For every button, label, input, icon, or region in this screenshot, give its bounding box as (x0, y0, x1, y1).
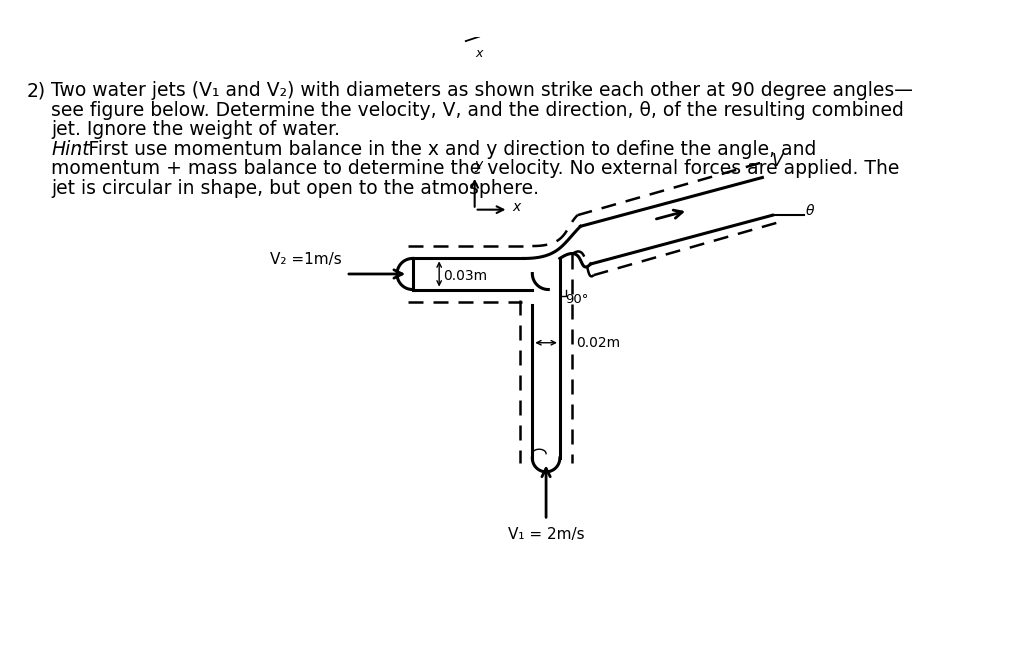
Text: Hint: Hint (51, 140, 90, 159)
Text: jet. Ignore the weight of water.: jet. Ignore the weight of water. (51, 120, 340, 139)
Text: jet is circular in shape, but open to the atmosphere.: jet is circular in shape, but open to th… (51, 179, 540, 198)
Text: 0.02m: 0.02m (575, 336, 620, 350)
Text: x: x (512, 200, 520, 214)
Text: x: x (475, 47, 483, 60)
Text: see figure below. Determine the velocity, V, and the direction, θ, of the result: see figure below. Determine the velocity… (51, 101, 904, 120)
Text: 90°: 90° (565, 293, 589, 306)
Text: y: y (474, 159, 482, 172)
Text: V₁ = 2m/s: V₁ = 2m/s (508, 527, 585, 542)
Text: θ: θ (806, 203, 815, 218)
Text: momentum + mass balance to determine the velocity. No external forces are applie: momentum + mass balance to determine the… (51, 159, 900, 178)
Text: : First use momentum balance in the x and y direction to define the angle, and: : First use momentum balance in the x an… (77, 140, 817, 159)
Text: V: V (771, 152, 782, 170)
Text: V₂ =1m/s: V₂ =1m/s (270, 252, 342, 267)
Text: 2): 2) (27, 81, 46, 100)
Text: Two water jets (V₁ and V₂) with diameters as shown strike each other at 90 degre: Two water jets (V₁ and V₂) with diameter… (51, 81, 913, 100)
Text: 0.03m: 0.03m (443, 268, 487, 283)
